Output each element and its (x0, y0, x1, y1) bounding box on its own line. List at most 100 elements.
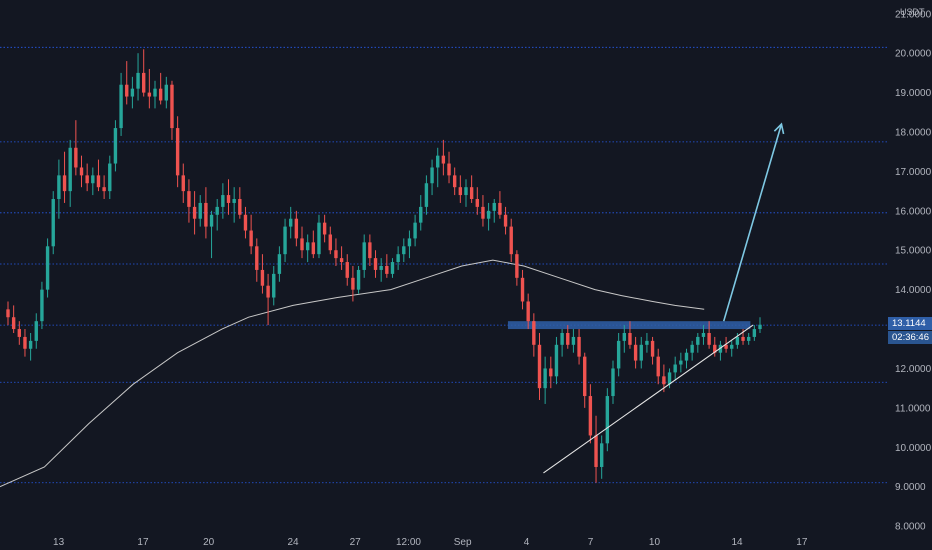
candle-body (424, 183, 429, 207)
x-axis-tick-label: 13 (53, 537, 65, 548)
candle-body (181, 175, 185, 192)
candle-body (102, 187, 106, 192)
candle-body (175, 128, 180, 176)
candle-body (458, 187, 463, 196)
candle-body (599, 443, 604, 467)
y-axis-tick-label: 9.0000 (895, 482, 926, 493)
candle-body (509, 226, 513, 255)
candle-body (735, 336, 740, 345)
candle-body (549, 368, 553, 377)
candle-body (554, 344, 559, 377)
candle-body (396, 254, 400, 263)
y-axis-tick-label: 20.0000 (895, 49, 932, 60)
projection-arrow-line (722, 123, 783, 322)
candle-body (503, 214, 508, 227)
candle-body (430, 167, 434, 184)
candle-body (17, 329, 22, 337)
candle-body (209, 214, 214, 227)
candle-body (34, 321, 38, 341)
candle-body (170, 84, 174, 129)
candle-body (532, 321, 536, 345)
x-axis-tick-label: Sep (454, 537, 472, 548)
candle-body (611, 368, 615, 397)
candle-body (232, 199, 236, 203)
candle-body (158, 88, 163, 101)
y-axis-tick-label: 17.0000 (895, 167, 932, 178)
candle-body (74, 147, 78, 168)
candle-body (215, 206, 219, 215)
candle-body (441, 155, 446, 164)
candle-body (667, 372, 672, 385)
candle-body (758, 324, 762, 330)
candle-body (419, 206, 423, 223)
candle-body (198, 202, 202, 219)
x-axis-tick-label: 14 (731, 537, 743, 548)
candle-body (51, 199, 55, 247)
candle-body (283, 226, 287, 255)
candle-body (656, 356, 660, 377)
candle-body (696, 336, 700, 345)
candle-body (339, 258, 344, 263)
candle-body (690, 344, 694, 353)
y-axis-tick-label: 11.0000 (895, 403, 931, 414)
candle-body (515, 254, 519, 278)
y-axis-tick-label: 8.0000 (895, 522, 926, 533)
candle-body (622, 332, 626, 341)
candle-body (684, 352, 689, 361)
x-axis-tick-label: 17 (137, 537, 149, 548)
x-axis-tick-label: 10 (649, 537, 661, 548)
candle-body (741, 336, 745, 341)
candle-body (305, 242, 310, 251)
x-axis-tick-label: 7 (588, 537, 594, 548)
candle-body (108, 163, 112, 192)
candle-body (588, 396, 593, 436)
candle-body (413, 222, 417, 239)
x-axis-tick-label: 20 (203, 537, 215, 548)
candle-body (311, 242, 316, 255)
resistance-zone (507, 321, 751, 330)
candle-body (650, 340, 655, 357)
candle-body (362, 242, 366, 270)
candle-body (746, 336, 751, 341)
candle-body (85, 175, 89, 184)
candle-body (639, 344, 643, 361)
candle-body (334, 250, 338, 259)
candle-body (125, 84, 129, 97)
candle-body (543, 368, 547, 389)
candle-body (379, 266, 383, 270)
candle-body (628, 332, 632, 345)
candle-body (571, 336, 576, 345)
candle-body (249, 230, 253, 247)
candle-body (679, 360, 683, 365)
candle-body (645, 340, 649, 345)
y-axis-tick-label: 19.0000 (895, 88, 932, 99)
candle-body (447, 163, 451, 176)
candle-body (277, 254, 282, 274)
candle-body (724, 344, 728, 349)
x-axis-tick-label: 4 (524, 537, 530, 548)
x-axis-tick-label: 12:00 (396, 537, 421, 548)
candle-body (164, 84, 169, 101)
candle-body (464, 187, 468, 196)
candle-body (136, 72, 140, 89)
y-axis-tick-label: 10.0000 (895, 443, 932, 454)
candle-body (633, 344, 638, 361)
candle-body (481, 206, 485, 219)
candle-body (475, 199, 479, 207)
candle-body (662, 376, 666, 385)
candle-body (243, 214, 248, 231)
candle-body (62, 175, 67, 192)
candle-body (272, 273, 276, 298)
y-axis-unit-label: USDT (900, 7, 925, 17)
y-axis-tick-label: 15.0000 (895, 246, 932, 257)
candle-body (40, 289, 44, 322)
candle-body (537, 344, 542, 389)
candle-body (147, 92, 152, 97)
countdown-label: 02:36:46 (888, 331, 932, 344)
candle-body (407, 238, 412, 247)
candle-body (11, 317, 16, 330)
candle-body (713, 344, 717, 353)
candle-body (436, 155, 440, 168)
y-axis-tick-label: 18.0000 (895, 128, 932, 139)
